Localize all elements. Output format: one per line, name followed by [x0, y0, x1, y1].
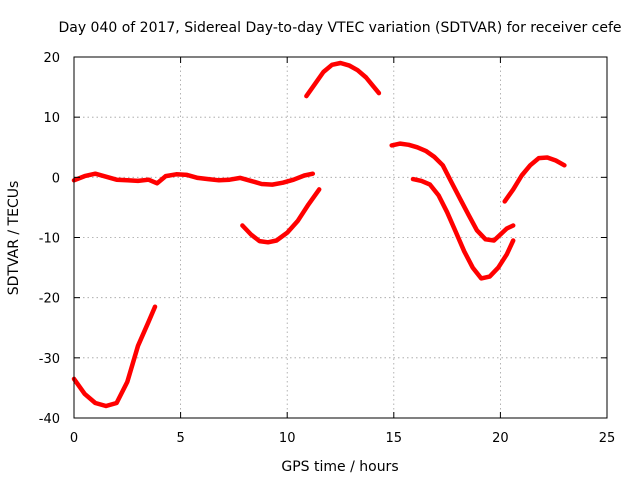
x-tick-label: 10: [279, 431, 296, 446]
series-arc-2: [71, 171, 316, 187]
y-tick-label: 20: [43, 51, 60, 66]
x-tick-label: 25: [599, 431, 616, 446]
series-arc-5: [389, 141, 516, 243]
x-tick-label: 20: [492, 431, 509, 446]
series-arc-6: [410, 176, 516, 281]
grid: [74, 57, 607, 418]
y-tick-label: 10: [43, 111, 60, 126]
tick-marks: [73, 56, 608, 419]
x-tick-label: 15: [386, 431, 403, 446]
y-tick-label: -10: [39, 232, 60, 247]
y-tick-label: -30: [39, 352, 60, 367]
x-axis-label: GPS time / hours: [281, 459, 398, 475]
y-tick-label: -40: [39, 412, 60, 427]
series-arc-1: [71, 304, 158, 409]
y-tick-label: -20: [39, 292, 60, 307]
x-tick-labels: 0 5 10 15 20 25: [70, 431, 615, 446]
series-arc-4: [304, 60, 382, 99]
y-tick-labels: -40 -30 -20 -10 0 10 20: [39, 51, 60, 427]
y-tick-label: 0: [52, 171, 60, 186]
x-tick-label: 5: [176, 431, 184, 446]
series-layer: [71, 60, 567, 409]
y-axis-label: SDTVAR / TECUs: [6, 181, 22, 296]
series-arc-7: [502, 155, 567, 204]
series-arc-3: [240, 187, 322, 245]
x-tick-label: 0: [70, 431, 78, 446]
chart-title: Day 040 of 2017, Sidereal Day-to-day VTE…: [58, 20, 621, 36]
